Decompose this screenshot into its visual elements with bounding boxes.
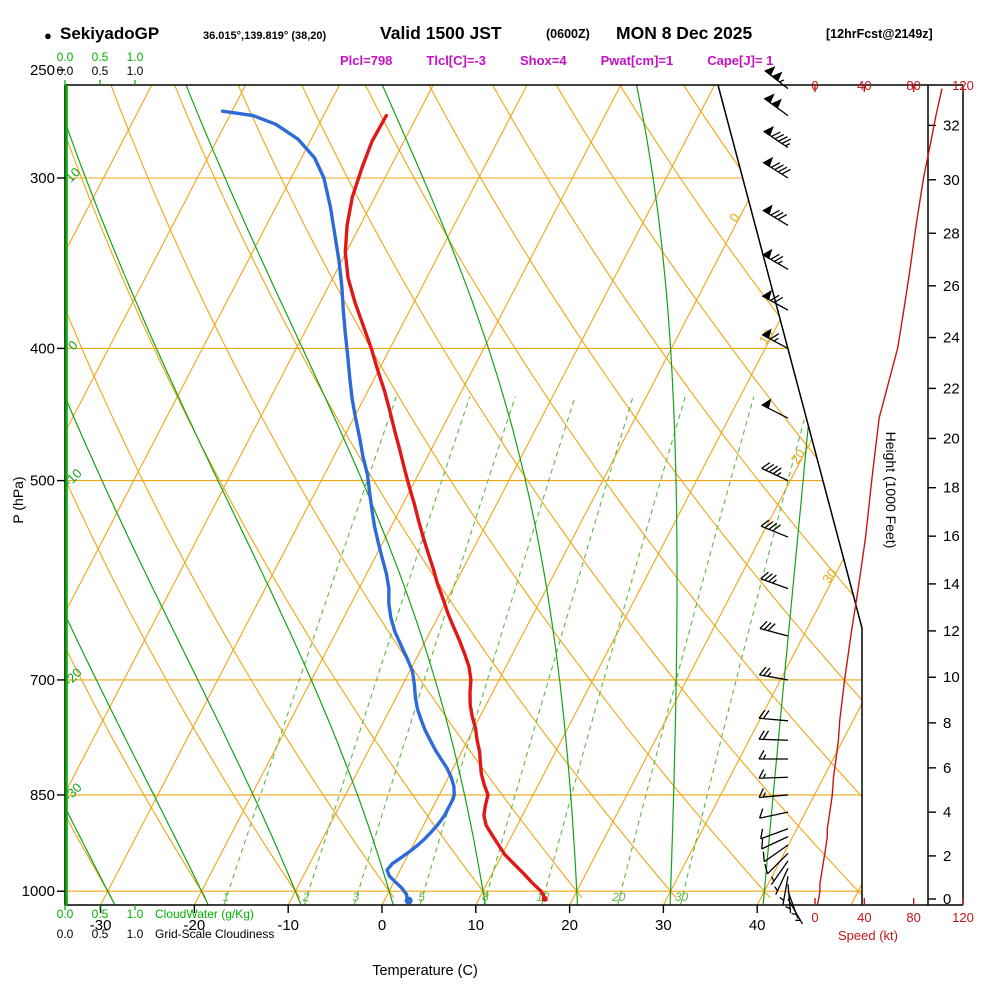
svg-text:80: 80 (906, 910, 920, 925)
svg-text:4: 4 (943, 804, 951, 821)
svg-text:24: 24 (943, 330, 960, 347)
svg-text:1.0: 1.0 (127, 50, 144, 64)
forecast-info: [12hrFcst@2149z] (826, 27, 933, 41)
speed-axis-label: Speed (kt) (838, 928, 898, 943)
svg-text:0: 0 (811, 78, 818, 93)
svg-text:20: 20 (561, 917, 578, 934)
valid-time: Valid 1500 JST (380, 23, 502, 43)
svg-text:30: 30 (943, 172, 960, 189)
param-shox: Shox=4 (520, 53, 567, 68)
svg-text:500: 500 (30, 473, 55, 490)
param-pwat: Pwat[cm]=1 (600, 53, 674, 68)
svg-text:1.0: 1.0 (127, 907, 144, 921)
svg-text:400: 400 (30, 340, 55, 357)
svg-text:6: 6 (943, 760, 951, 777)
svg-text:40: 40 (857, 78, 871, 93)
svg-text:1: 1 (223, 890, 230, 904)
svg-text:22: 22 (943, 380, 960, 397)
svg-text:0.5: 0.5 (92, 50, 109, 64)
svg-text:32: 32 (943, 117, 960, 134)
svg-text:-30: -30 (90, 917, 112, 934)
svg-text:0: 0 (378, 917, 386, 934)
svg-text:1.0: 1.0 (127, 64, 144, 78)
svg-text:120: 120 (952, 910, 974, 925)
svg-text:2: 2 (943, 848, 951, 865)
svg-text:1.0: 1.0 (127, 927, 144, 941)
svg-text:0.0: 0.0 (57, 927, 74, 941)
svg-text:0: 0 (943, 891, 951, 908)
svg-text:40: 40 (749, 917, 766, 934)
pressure-axis-label: P (hPa) (10, 476, 26, 524)
svg-text:28: 28 (943, 225, 960, 242)
svg-text:0.5: 0.5 (92, 64, 109, 78)
temperature-curve (343, 113, 547, 900)
svg-text:2: 2 (302, 890, 310, 904)
svg-text:0.5: 0.5 (92, 927, 109, 941)
height-axis-label: Height (1000 Feet) (883, 431, 899, 549)
station-coordinates: 36.015°,139.819° (38,20) (203, 30, 327, 42)
cloudiness-axis-label: Grid-Scale Cloudiness (155, 927, 275, 941)
svg-text:12: 12 (943, 623, 960, 640)
cloudwater-axis-label: CloudWater (g/Kg) (155, 907, 254, 921)
temperature-axis-label: Temperature (C) (372, 963, 478, 979)
svg-text:-10: -10 (277, 917, 299, 934)
svg-text:16: 16 (943, 528, 960, 545)
svg-text:1000: 1000 (22, 883, 55, 900)
svg-text:0: 0 (726, 210, 742, 225)
skewt-grid (65, 85, 862, 905)
svg-text:30: 30 (655, 917, 672, 934)
svg-text:14: 14 (943, 576, 960, 593)
station-bullet-icon: ● (44, 28, 52, 43)
svg-text:250: 250 (30, 62, 55, 79)
svg-text:3: 3 (352, 890, 359, 904)
plot-frame (64, 84, 964, 906)
svg-text:20: 20 (611, 890, 626, 904)
svg-text:0.0: 0.0 (57, 64, 74, 78)
surface-dewpoint-marker (404, 896, 413, 905)
svg-text:40: 40 (857, 910, 871, 925)
param-tlcl: Tlcl[C]=-3 (426, 53, 486, 68)
svg-text:20: 20 (788, 446, 809, 466)
svg-text:10: 10 (943, 669, 960, 686)
svg-text:0: 0 (811, 910, 818, 925)
svg-text:0.0: 0.0 (57, 50, 74, 64)
stability-parameters: Plcl=798 Tlcl[C]=-3 Shox=4 Pwat[cm]=1 Ca… (340, 53, 773, 68)
svg-text:5: 5 (418, 890, 425, 904)
valid-date: MON 8 Dec 2025 (616, 23, 753, 43)
svg-text:30: 30 (675, 890, 689, 904)
surface-temperature-marker (541, 895, 548, 902)
svg-text:20: 20 (943, 430, 960, 447)
wind-barbs (758, 66, 804, 925)
svg-text:850: 850 (30, 787, 55, 804)
svg-text:18: 18 (943, 480, 960, 497)
dewpoint-curve (220, 109, 456, 902)
svg-text:0.0: 0.0 (57, 907, 74, 921)
svg-text:8: 8 (943, 715, 951, 732)
param-plcl: Plcl=798 (340, 53, 393, 68)
valid-time-utc: (0600Z) (546, 27, 590, 41)
svg-text:30: 30 (819, 566, 840, 586)
svg-text:300: 300 (30, 170, 55, 187)
station-name: SekiyadoGP (60, 24, 160, 43)
svg-text:-20: -20 (184, 917, 206, 934)
param-cape: Cape[J]= 1 (707, 53, 774, 68)
svg-text:120: 120 (952, 78, 974, 93)
svg-text:8: 8 (482, 890, 489, 904)
svg-text:26: 26 (943, 278, 960, 295)
svg-text:10: 10 (467, 917, 484, 934)
speed-curve (816, 88, 943, 905)
cloud-scale: 0.00.00.00.00.50.50.50.51.01.01.01.0 (57, 50, 144, 941)
svg-text:700: 700 (30, 672, 55, 689)
svg-text:0.5: 0.5 (92, 907, 109, 921)
svg-text:80: 80 (906, 78, 920, 93)
